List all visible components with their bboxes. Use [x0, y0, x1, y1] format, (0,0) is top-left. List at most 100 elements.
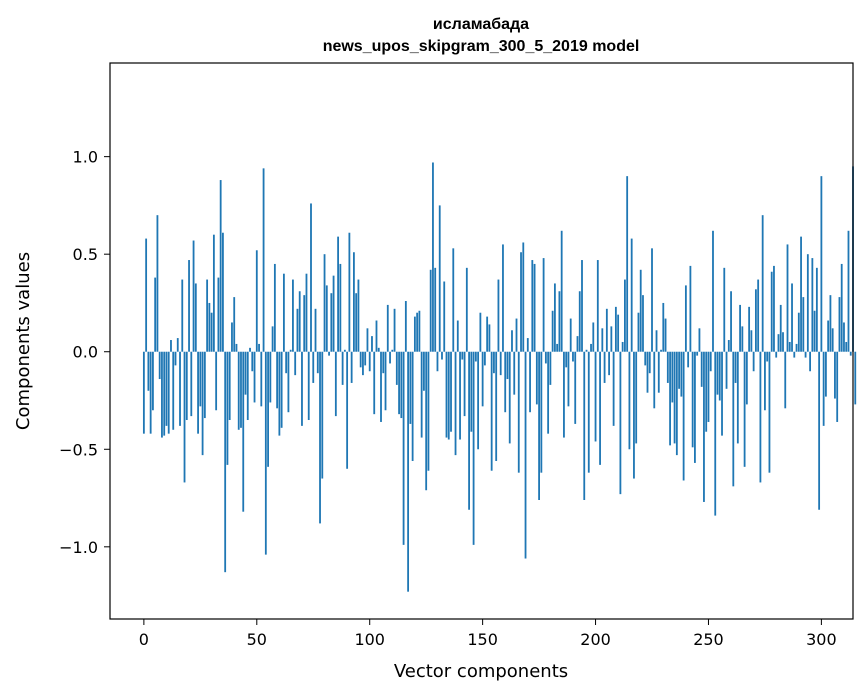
bar-129 [434, 267, 437, 352]
bar-192 [576, 336, 579, 352]
bar-155 [493, 351, 495, 374]
bar-263 [736, 351, 739, 444]
bar-267 [745, 351, 748, 405]
bar-89 [343, 349, 346, 352]
bar-80 [323, 254, 326, 352]
bar-105 [380, 351, 382, 422]
bar-244 [694, 351, 696, 463]
bar-111 [393, 308, 396, 352]
bar-134 [445, 351, 448, 438]
bar-201 [596, 260, 599, 352]
bar-272 [757, 279, 760, 352]
bar-132 [441, 351, 443, 360]
y-tick-label: −0.5 [59, 440, 98, 459]
bar-253 [714, 351, 717, 516]
x-tick-label: 200 [580, 630, 611, 649]
bar-114 [400, 351, 403, 419]
bar-243 [691, 351, 694, 448]
bar-205 [605, 308, 608, 352]
bar-83 [330, 293, 333, 352]
bar-4 [152, 351, 154, 411]
bar-141 [461, 351, 464, 360]
bar-211 [619, 351, 622, 495]
bar-73 [307, 351, 310, 421]
bar-179 [547, 351, 550, 434]
bar-220 [639, 269, 642, 352]
bar-189 [569, 318, 572, 352]
bar-228 [657, 351, 660, 393]
bar-16 [179, 351, 181, 426]
bar-21 [190, 351, 193, 417]
bar-178 [544, 351, 547, 364]
bar-122 [418, 310, 421, 352]
bar-287 [791, 283, 793, 352]
bar-50 [255, 250, 258, 352]
bar-93 [353, 252, 355, 352]
bar-153 [488, 324, 491, 352]
bar-8 [161, 351, 163, 438]
bar-101 [371, 336, 373, 352]
bar-110 [391, 349, 394, 352]
bar-22 [192, 240, 195, 352]
bar-62 [282, 273, 285, 352]
chart-subtitle: news_upos_skipgram_300_5_2019 model [323, 38, 640, 55]
bar-200 [594, 351, 597, 442]
bar-45 [244, 351, 247, 395]
bar-252 [712, 230, 714, 352]
bar-285 [786, 244, 789, 352]
bar-231 [664, 318, 667, 352]
bar-305 [831, 328, 834, 352]
y-axis-label: Components values [13, 252, 34, 430]
bar-90 [346, 351, 349, 469]
bar-117 [407, 351, 410, 592]
bar-257 [723, 267, 726, 352]
bar-75 [312, 351, 315, 383]
bar-119 [411, 351, 414, 461]
bar-115 [402, 351, 405, 545]
bar-313 [849, 351, 852, 356]
bar-2 [147, 351, 150, 391]
bar-302 [825, 351, 827, 397]
bar-30 [210, 312, 213, 352]
bar-136 [450, 351, 452, 432]
bar-102 [373, 351, 376, 415]
bar-299 [818, 351, 821, 510]
bar-26 [201, 351, 204, 456]
bar-23 [194, 283, 197, 352]
bar-173 [533, 263, 536, 352]
bar-236 [675, 351, 678, 456]
bar-171 [529, 351, 531, 413]
bar-180 [549, 351, 552, 385]
bar-92 [350, 351, 353, 383]
bar-170 [526, 338, 529, 352]
bar-78 [319, 351, 321, 524]
bar-209 [614, 306, 617, 352]
bar-24 [197, 351, 199, 434]
bar-251 [709, 351, 712, 372]
bar-271 [754, 289, 757, 352]
bar-108 [386, 304, 389, 352]
bar-214 [626, 176, 629, 352]
x-axis-ticks: 0 50 100 150 200 250 300 [139, 619, 837, 649]
bar-239 [682, 351, 685, 481]
bar-97 [362, 351, 364, 376]
bar-84 [332, 275, 335, 352]
bar-139 [456, 320, 459, 352]
bar-11 [167, 351, 170, 434]
bar-212 [621, 341, 624, 352]
bar-290 [797, 312, 800, 352]
bar-259 [727, 340, 730, 352]
bar-162 [508, 351, 511, 444]
bar-156 [495, 351, 498, 461]
plot-frame [109, 62, 854, 620]
bar-176 [540, 351, 543, 473]
bar-293 [804, 351, 807, 358]
bar-47 [249, 347, 251, 352]
x-tick-label: 100 [354, 630, 385, 649]
bar-94 [355, 293, 358, 352]
bar-69 [298, 291, 301, 352]
bar-118 [409, 351, 412, 424]
bar-17 [181, 279, 184, 352]
bar-185 [560, 230, 563, 352]
bar-308 [838, 297, 841, 352]
